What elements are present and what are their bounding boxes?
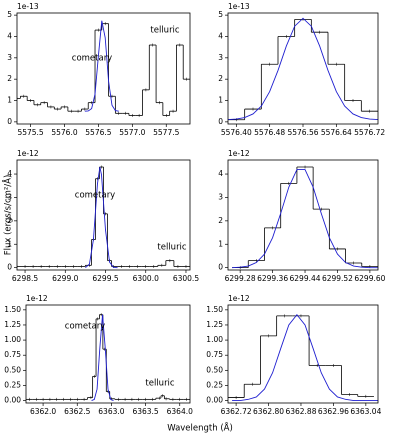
x-tick-label: 6362.80 [253, 407, 284, 416]
annotation: telluric [150, 26, 180, 36]
y-tick-label: 1.50 [206, 305, 223, 314]
x-tick-label: 6363.0 [98, 407, 124, 416]
y-tick-label: 4 [7, 31, 12, 40]
y-tick-label: 0.75 [206, 350, 223, 359]
y-tick-label: 0 [218, 117, 223, 126]
y-tick-label: 0.75 [4, 350, 21, 359]
x-tick-label: 5576.56 [287, 128, 318, 137]
y-tick-label: 0 [7, 263, 12, 272]
x-tick-label: 5576.40 [221, 128, 252, 137]
axes-frame [227, 159, 379, 271]
y-tick-label: 0 [218, 263, 223, 272]
y-tick-label: 3 [218, 192, 223, 201]
x-tick-label: 6299.52 [322, 274, 353, 283]
y-offset-label: 1e-12 [26, 294, 48, 303]
annotation: telluric [157, 243, 187, 253]
x-tick-label: 6299.36 [257, 274, 288, 283]
plot-area [26, 313, 190, 401]
y-tick-label: 3 [7, 53, 12, 62]
x-tick-label: 6362.72 [221, 407, 252, 416]
x-tick-label: 5575.5 [17, 128, 43, 137]
fit-line [228, 17, 378, 120]
y-tick-label: 1 [7, 96, 12, 105]
axes-frame [25, 304, 191, 404]
plot-area [17, 20, 190, 117]
x-tick-label: 5577.0 [119, 128, 145, 137]
y-tick-label: 1.25 [4, 320, 21, 329]
y-tick-label: 4 [218, 31, 223, 40]
x-tick-label: 5576.64 [321, 128, 352, 137]
y-tick-label: 2 [7, 74, 12, 83]
x-tick-label: 6363.04 [350, 407, 381, 416]
x-tick-label: 6364.0 [167, 407, 193, 416]
y-tick-label: 2 [218, 74, 223, 83]
y-tick-label: 1.50 [4, 305, 21, 314]
x-tick-label: 6298.5 [12, 274, 38, 283]
y-tick-label: 0 [7, 117, 12, 126]
fit-line [232, 169, 378, 269]
y-offset-label: 1e-13 [17, 2, 39, 11]
y-tick-label: 1 [218, 239, 223, 248]
annotation: telluric [145, 379, 175, 389]
x-tick-label: 5576.5 [85, 128, 111, 137]
x-tick-label: 6300.0 [133, 274, 159, 283]
y-tick-label: 4 [7, 169, 12, 178]
y-tick-label: 0.50 [206, 365, 223, 374]
x-tick-label: 6299.60 [354, 274, 385, 283]
x-tick-label: 6363.5 [132, 407, 158, 416]
fit-line [91, 314, 114, 401]
y-tick-label: 3 [7, 192, 12, 201]
y-tick-label: 5 [218, 10, 223, 19]
fit-line [232, 313, 378, 402]
y-tick-label: 0.50 [4, 365, 21, 374]
axes-frame [16, 12, 191, 125]
plot-area [228, 313, 378, 402]
x-tick-label: 5577.5 [153, 128, 179, 137]
x-tick-label: 6362.5 [64, 407, 90, 416]
y-tick-label: 1 [218, 96, 223, 105]
x-tick-label: 6299.28 [225, 274, 256, 283]
x-tick-label: 6299.0 [52, 274, 78, 283]
axes-frame [16, 159, 191, 271]
y-offset-label: 1e-13 [228, 2, 250, 11]
fit-line [84, 20, 119, 112]
y-tick-label: 0.25 [206, 380, 223, 389]
y-offset-label: 1e-12 [17, 149, 39, 158]
y-tick-label: 4 [218, 169, 223, 178]
y-tick-label: 0.00 [4, 396, 21, 405]
y-tick-label: 2 [218, 216, 223, 225]
x-tick-label: 6362.88 [285, 407, 316, 416]
y-tick-label: 1.00 [206, 335, 223, 344]
y-tick-label: 0.25 [4, 380, 21, 389]
x-tick-label: 6362.0 [30, 407, 56, 416]
annotation: cometary [75, 191, 115, 201]
plot-area [17, 165, 190, 269]
y-tick-label: 1.00 [4, 335, 21, 344]
y-offset-label: 1e-12 [228, 294, 250, 303]
x-tick-label: 6300.5 [173, 274, 199, 283]
x-tick-label: 6362.96 [318, 407, 349, 416]
x-axis-label: Wavelength (Å) [167, 422, 233, 434]
y-tick-label: 2 [7, 216, 12, 225]
y-tick-label: 1 [7, 239, 12, 248]
y-tick-label: 1.25 [206, 320, 223, 329]
y-tick-label: 5 [7, 10, 12, 19]
axes-frame [227, 304, 379, 404]
annotation: cometary [65, 322, 105, 332]
y-offset-label: 1e-12 [228, 149, 250, 158]
y-axis-label: Flux (ergs/s/cm²/Å) [2, 175, 14, 256]
plot-area [232, 165, 378, 270]
x-tick-label: 5576.48 [254, 128, 285, 137]
annotation: cometary [72, 54, 112, 64]
x-tick-label: 5576.0 [51, 128, 77, 137]
y-tick-label: 3 [218, 53, 223, 62]
x-tick-label: 6299.44 [290, 274, 321, 283]
x-tick-label: 5576.72 [354, 128, 385, 137]
y-tick-label: 0.00 [206, 396, 223, 405]
fit-line [85, 166, 118, 269]
plot-area [228, 17, 378, 122]
x-tick-label: 6299.5 [92, 274, 118, 283]
